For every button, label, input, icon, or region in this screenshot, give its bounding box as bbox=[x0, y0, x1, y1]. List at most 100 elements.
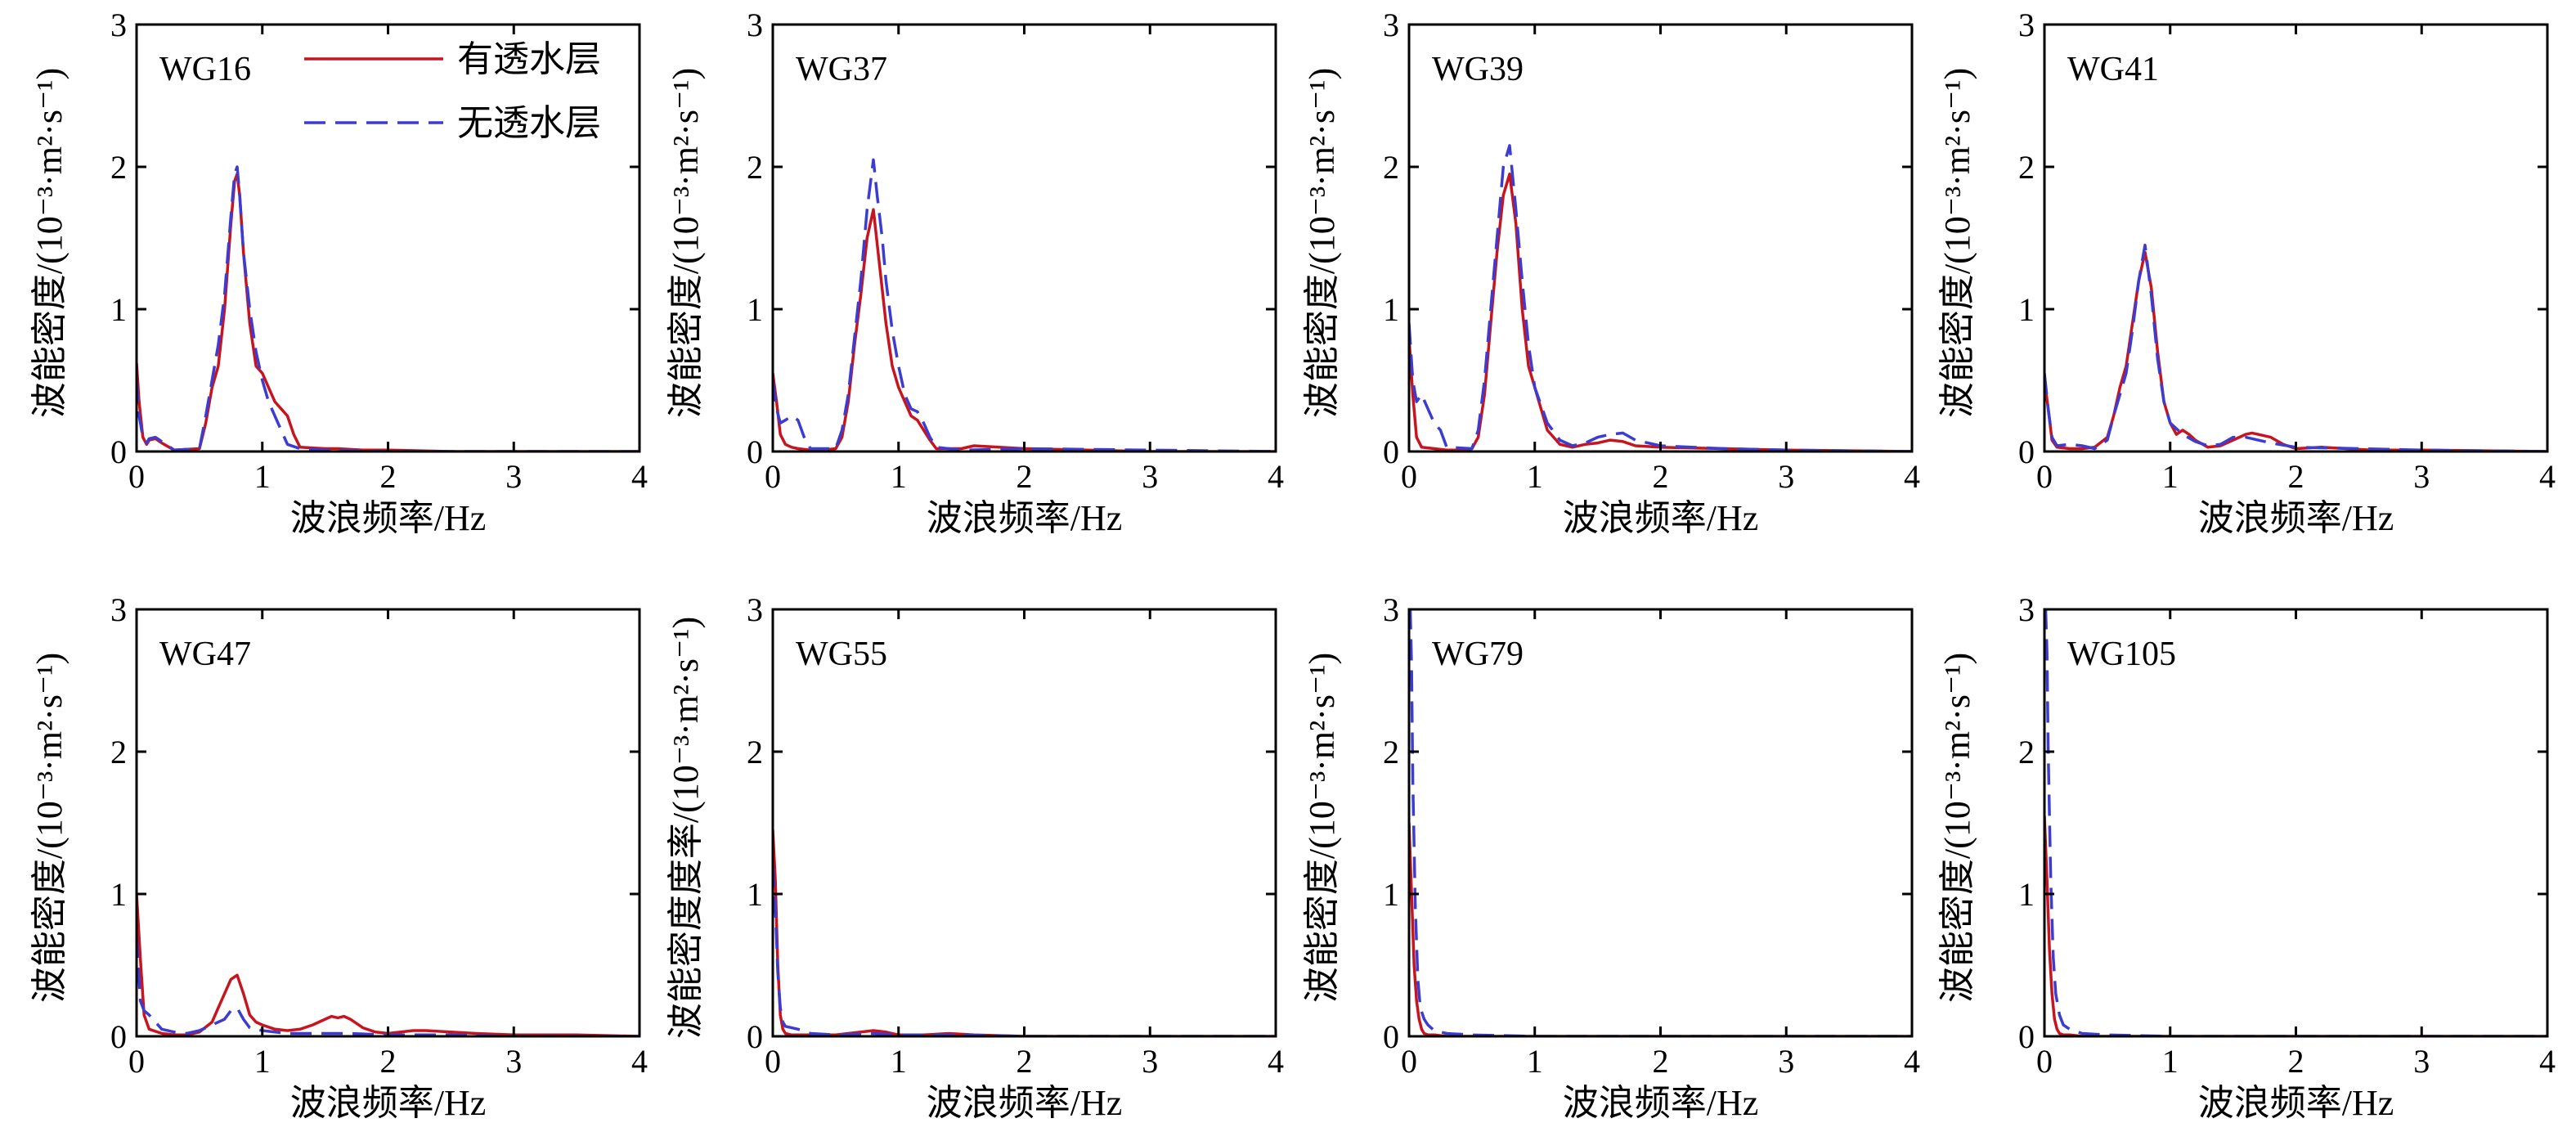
panel-label: WG55 bbox=[796, 636, 887, 673]
panel-label: WG16 bbox=[159, 51, 251, 88]
series-line-permeable bbox=[773, 208, 1276, 451]
series-line-permeable bbox=[137, 172, 640, 451]
x-tick-label: 3 bbox=[505, 1043, 522, 1080]
panel-wg37: 0 1 2 3 4 0 1 2 3 波浪频率/Hz 波能密度/(10⁻³·m²·s⁻¹) WG37 bbox=[666, 7, 1284, 538]
panel-label: WG37 bbox=[796, 51, 887, 88]
x-tick-label: 2 bbox=[2288, 458, 2304, 495]
x-tick-label: 1 bbox=[2162, 458, 2179, 495]
panel-label: WG79 bbox=[1432, 636, 1524, 673]
y-tick-label: 2 bbox=[2018, 149, 2035, 186]
y-tick-label: 0 bbox=[1383, 1018, 1399, 1055]
x-tick-label: 4 bbox=[2539, 458, 2556, 495]
x-tick-label: 3 bbox=[1778, 1043, 1794, 1080]
panel-wg47: 0 1 2 3 4 0 1 2 3 波浪频率/Hz 波能密度/(10⁻³·m²·s⁻¹) WG47 bbox=[29, 591, 648, 1123]
x-tick-label: 0 bbox=[2036, 1043, 2053, 1080]
y-tick-label: 3 bbox=[110, 591, 127, 628]
y-tick-label: 0 bbox=[2018, 1018, 2035, 1055]
x-axis-title: 波浪频率/Hz bbox=[1563, 1083, 1759, 1123]
plot-frame bbox=[1407, 608, 1914, 1038]
y-tick-label: 2 bbox=[110, 734, 127, 770]
x-tick-label: 4 bbox=[1268, 1043, 1284, 1080]
x-tick-label: 1 bbox=[2162, 1043, 2179, 1080]
y-tick-label: 1 bbox=[747, 291, 763, 328]
x-tick-label: 1 bbox=[1527, 458, 1543, 495]
y-tick-label: 1 bbox=[110, 876, 127, 913]
y-tick-label: 0 bbox=[110, 433, 127, 470]
y-tick-label: 2 bbox=[747, 149, 763, 186]
y-tick-label: 3 bbox=[747, 7, 763, 43]
series-line-impermeable bbox=[1409, 609, 1912, 1036]
x-tick-label: 1 bbox=[254, 458, 271, 495]
panel-wg79: 0 1 2 3 4 0 1 2 3 波浪频率/Hz 波能密度/(10⁻³·m²·s⁻¹) WG79 bbox=[1302, 591, 1920, 1123]
x-axis-title: 波浪频率/Hz bbox=[1563, 498, 1759, 538]
y-tick-label: 2 bbox=[747, 734, 763, 770]
x-tick-label: 3 bbox=[1142, 458, 1158, 495]
x-tick-label: 1 bbox=[891, 458, 907, 495]
panel-label: WG47 bbox=[159, 636, 251, 673]
series-line-impermeable bbox=[773, 865, 1276, 1036]
x-tick-label: 4 bbox=[2539, 1043, 2556, 1080]
panel-label: WG39 bbox=[1432, 51, 1524, 88]
x-tick-label: 1 bbox=[254, 1043, 271, 1080]
y-tick-label: 3 bbox=[110, 7, 127, 43]
y-tick-label: 1 bbox=[1383, 876, 1399, 913]
y-axis-title: 波能密度/(10⁻³·m²·s⁻¹) bbox=[666, 68, 706, 418]
y-tick-label: 3 bbox=[2018, 591, 2035, 628]
y-tick-label: 0 bbox=[110, 1018, 127, 1055]
y-tick-label: 1 bbox=[1383, 291, 1399, 328]
series-line-permeable bbox=[2044, 815, 2547, 1036]
y-axis-title: 波能密度/(10⁻³·m²·s⁻¹) bbox=[1302, 653, 1342, 1003]
x-tick-label: 0 bbox=[1401, 458, 1417, 495]
series-line-permeable bbox=[1409, 822, 1912, 1036]
series-line-permeable bbox=[137, 893, 640, 1036]
x-axis-title: 波浪频率/Hz bbox=[927, 1083, 1123, 1123]
y-tick-label: 3 bbox=[747, 591, 763, 628]
panel-label: WG105 bbox=[2067, 636, 2176, 673]
x-axis-title: 波浪频率/Hz bbox=[290, 1083, 487, 1123]
panel-wg39: 0 1 2 3 4 0 1 2 3 波浪频率/Hz 波能密度/(10⁻³·m²·s⁻¹) WG39 bbox=[1302, 7, 1920, 538]
x-tick-label: 0 bbox=[765, 1043, 781, 1080]
y-axis-title: 波能密度/(10⁻³·m²·s⁻¹) bbox=[29, 68, 70, 418]
series-line-impermeable bbox=[2044, 609, 2547, 1036]
x-tick-label: 2 bbox=[1016, 458, 1033, 495]
series-line-impermeable bbox=[137, 165, 640, 451]
x-axis-title: 波浪频率/Hz bbox=[927, 498, 1123, 538]
panel-wg55: 0 1 2 3 4 0 1 2 3 波浪频率/Hz 波能密度度率/(10⁻³·m²·s⁻¹) WG55 bbox=[666, 591, 1284, 1123]
x-tick-label: 4 bbox=[631, 1043, 648, 1080]
x-tick-label: 2 bbox=[1653, 1043, 1669, 1080]
plot-frame bbox=[135, 608, 641, 1038]
y-tick-label: 2 bbox=[1383, 149, 1399, 186]
y-axis-title: 波能密度/(10⁻³·m²·s⁻¹) bbox=[29, 653, 70, 1003]
y-tick-label: 1 bbox=[2018, 291, 2035, 328]
y-tick-label: 0 bbox=[747, 1018, 763, 1055]
y-tick-label: 1 bbox=[2018, 876, 2035, 913]
y-tick-label: 2 bbox=[110, 149, 127, 186]
x-tick-label: 4 bbox=[1904, 1043, 1920, 1080]
x-tick-label: 3 bbox=[1778, 458, 1794, 495]
x-tick-label: 4 bbox=[1904, 458, 1920, 495]
y-tick-label: 1 bbox=[747, 876, 763, 913]
panel-wg41: 0 1 2 3 4 0 1 2 3 波浪频率/Hz 波能密度/(10⁻³·m²·s⁻¹) WG41 bbox=[1937, 7, 2556, 538]
legend-label-permeable: 有透水层 bbox=[457, 39, 601, 79]
x-tick-label: 2 bbox=[1016, 1043, 1033, 1080]
x-tick-label: 3 bbox=[1142, 1043, 1158, 1080]
x-tick-label: 0 bbox=[1401, 1043, 1417, 1080]
x-tick-label: 3 bbox=[2413, 458, 2430, 495]
series-line-impermeable bbox=[773, 158, 1276, 451]
y-axis-title: 波能密度度率/(10⁻³·m²·s⁻¹) bbox=[666, 617, 706, 1039]
y-tick-label: 2 bbox=[1383, 734, 1399, 770]
x-tick-label: 0 bbox=[2036, 458, 2053, 495]
x-tick-label: 2 bbox=[380, 1043, 397, 1080]
panel-wg16: 0 1 2 3 4 0 1 2 3 波浪频率/Hz 波能密度/(10⁻³·m²·s⁻¹) WG16 bbox=[29, 7, 648, 538]
plot-frame bbox=[2043, 608, 2549, 1038]
x-tick-label: 2 bbox=[380, 458, 397, 495]
series-line-impermeable bbox=[2044, 243, 2547, 451]
x-tick-label: 0 bbox=[765, 458, 781, 495]
x-axis-title: 波浪频率/Hz bbox=[2198, 1083, 2394, 1123]
x-tick-label: 4 bbox=[1268, 458, 1284, 495]
legend-label-impermeable: 无透水层 bbox=[457, 103, 601, 143]
series-line-impermeable bbox=[1409, 144, 1912, 451]
x-tick-label: 3 bbox=[2413, 1043, 2430, 1080]
y-tick-label: 3 bbox=[2018, 7, 2035, 43]
